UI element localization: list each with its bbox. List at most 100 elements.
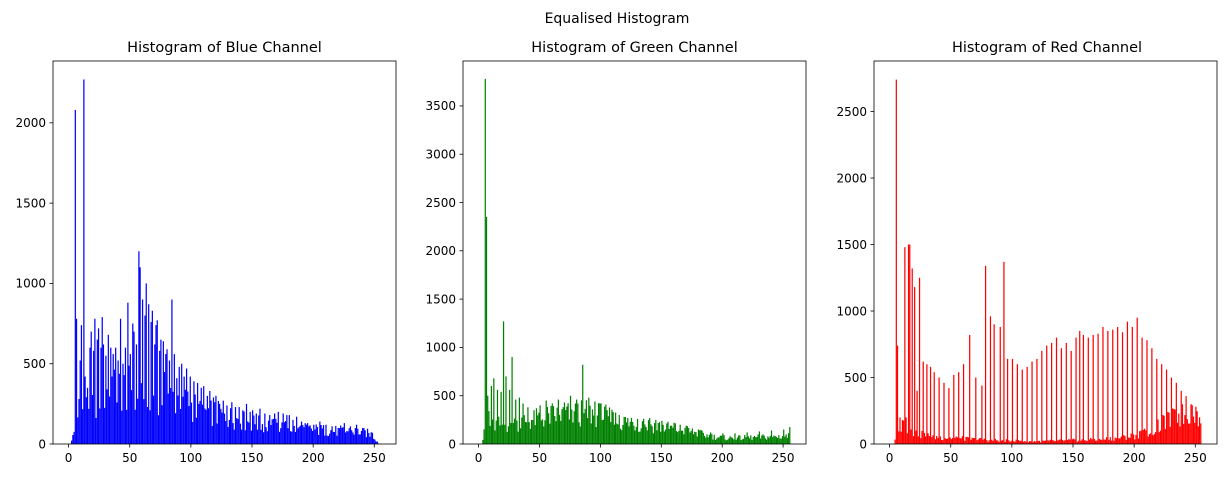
histogram-bar: [896, 345, 899, 444]
histogram-bar: [685, 425, 687, 444]
histogram-bar: [944, 438, 946, 444]
histogram-bar: [289, 431, 292, 444]
histogram-bar: [630, 417, 633, 444]
histogram-bar: [608, 407, 611, 444]
histogram-bar: [1044, 440, 1047, 444]
histogram-bar: [671, 425, 673, 444]
histogram-bar: [335, 425, 337, 444]
histogram-bar: [276, 422, 278, 444]
histogram-bar: [144, 315, 146, 444]
histogram-bar: [761, 435, 763, 444]
histogram-bar: [491, 419, 494, 444]
histogram-bar: [775, 436, 778, 444]
histogram-bar: [898, 431, 900, 444]
histogram-bar: [1051, 342, 1053, 444]
histogram-bar: [291, 431, 293, 444]
histogram-bar: [1091, 439, 1093, 444]
histogram-bar: [272, 418, 275, 444]
histogram-bar: [231, 402, 233, 444]
histogram-bar: [628, 426, 630, 444]
histogram-bar: [204, 408, 206, 444]
histogram-bar: [1022, 441, 1025, 444]
histogram-bar: [785, 434, 787, 444]
histogram-bar: [579, 426, 581, 444]
histogram-bar: [517, 431, 519, 444]
histogram-bar: [1096, 440, 1098, 444]
histogram-bar: [1176, 422, 1179, 444]
histogram-bar: [895, 79, 897, 445]
histogram-bar: [943, 382, 945, 444]
histogram-bar: [735, 439, 737, 444]
histogram-bar: [1118, 438, 1120, 444]
histogram-bar: [736, 437, 739, 444]
histogram-bar: [568, 419, 570, 444]
histogram-bar: [534, 425, 536, 444]
histogram-bar: [1162, 415, 1164, 444]
histogram-bar: [778, 435, 780, 444]
histogram-bar: [602, 419, 605, 444]
histogram-bar: [298, 426, 300, 444]
histogram-bar: [157, 415, 160, 444]
histogram-bar: [1104, 439, 1107, 444]
histogram-bar: [342, 427, 344, 444]
histogram-bar: [786, 437, 788, 444]
histogram-bar: [565, 409, 567, 444]
histogram-bar: [577, 403, 579, 444]
histogram-bar: [138, 251, 140, 444]
y-tick-label: 2500: [836, 105, 867, 119]
histogram-bar: [1024, 441, 1026, 444]
histogram-bar: [366, 428, 369, 444]
histogram-bar: [371, 432, 374, 444]
red-bars: [894, 79, 1202, 445]
histogram-bar: [1037, 440, 1039, 444]
histogram-bar: [716, 438, 718, 444]
histogram-bar: [969, 334, 971, 444]
histogram-bar: [1038, 440, 1040, 444]
histogram-bar: [255, 413, 257, 444]
histogram-bar: [722, 433, 724, 444]
histogram-bar: [1150, 433, 1152, 444]
histogram-bar: [988, 440, 990, 444]
histogram-bar: [554, 415, 556, 444]
y-tick-label: 0: [38, 437, 46, 451]
histogram-bar: [647, 420, 650, 444]
histogram-bar: [520, 428, 522, 444]
histogram-bar: [104, 407, 106, 444]
histogram-bar: [247, 421, 249, 444]
histogram-bar: [174, 413, 177, 444]
histogram-bar: [238, 407, 240, 444]
y-tick-label: 2000: [15, 116, 46, 130]
histogram-bar: [129, 354, 131, 444]
histogram-bar: [184, 389, 186, 444]
y-tick-label: 0: [859, 437, 867, 451]
x-tick-label: 50: [943, 451, 958, 465]
histogram-bar: [134, 409, 136, 444]
histogram-bar: [750, 435, 752, 444]
histogram-bar: [1123, 435, 1125, 444]
histogram-bar: [489, 425, 491, 444]
histogram-bar: [1033, 441, 1036, 444]
histogram-bar: [293, 426, 295, 444]
histogram-bar: [557, 399, 559, 444]
x-tick-label: 250: [772, 451, 795, 465]
histogram-bar: [720, 435, 723, 444]
green-histogram: Histogram of Green Channel 0 50 100 150 200 2…: [425, 40, 807, 465]
histogram-bar: [1185, 396, 1187, 444]
histogram-bar: [1003, 261, 1005, 444]
histogram-bar: [155, 325, 157, 444]
histogram-bar: [683, 434, 685, 444]
histogram-bar: [700, 429, 702, 444]
histogram-bar: [753, 435, 756, 444]
histogram-bar: [263, 432, 265, 444]
histogram-bar: [767, 436, 769, 444]
histogram-bar: [649, 417, 651, 444]
histogram-bar: [1129, 437, 1131, 444]
histogram-bar: [674, 423, 676, 444]
histogram-bar: [490, 386, 492, 444]
histogram-bar: [987, 441, 989, 444]
histogram-bar: [483, 429, 485, 444]
histogram-bar: [1152, 435, 1154, 444]
histogram-bar: [537, 415, 539, 444]
histogram-bar: [991, 439, 993, 444]
histogram-bar: [1062, 439, 1064, 444]
